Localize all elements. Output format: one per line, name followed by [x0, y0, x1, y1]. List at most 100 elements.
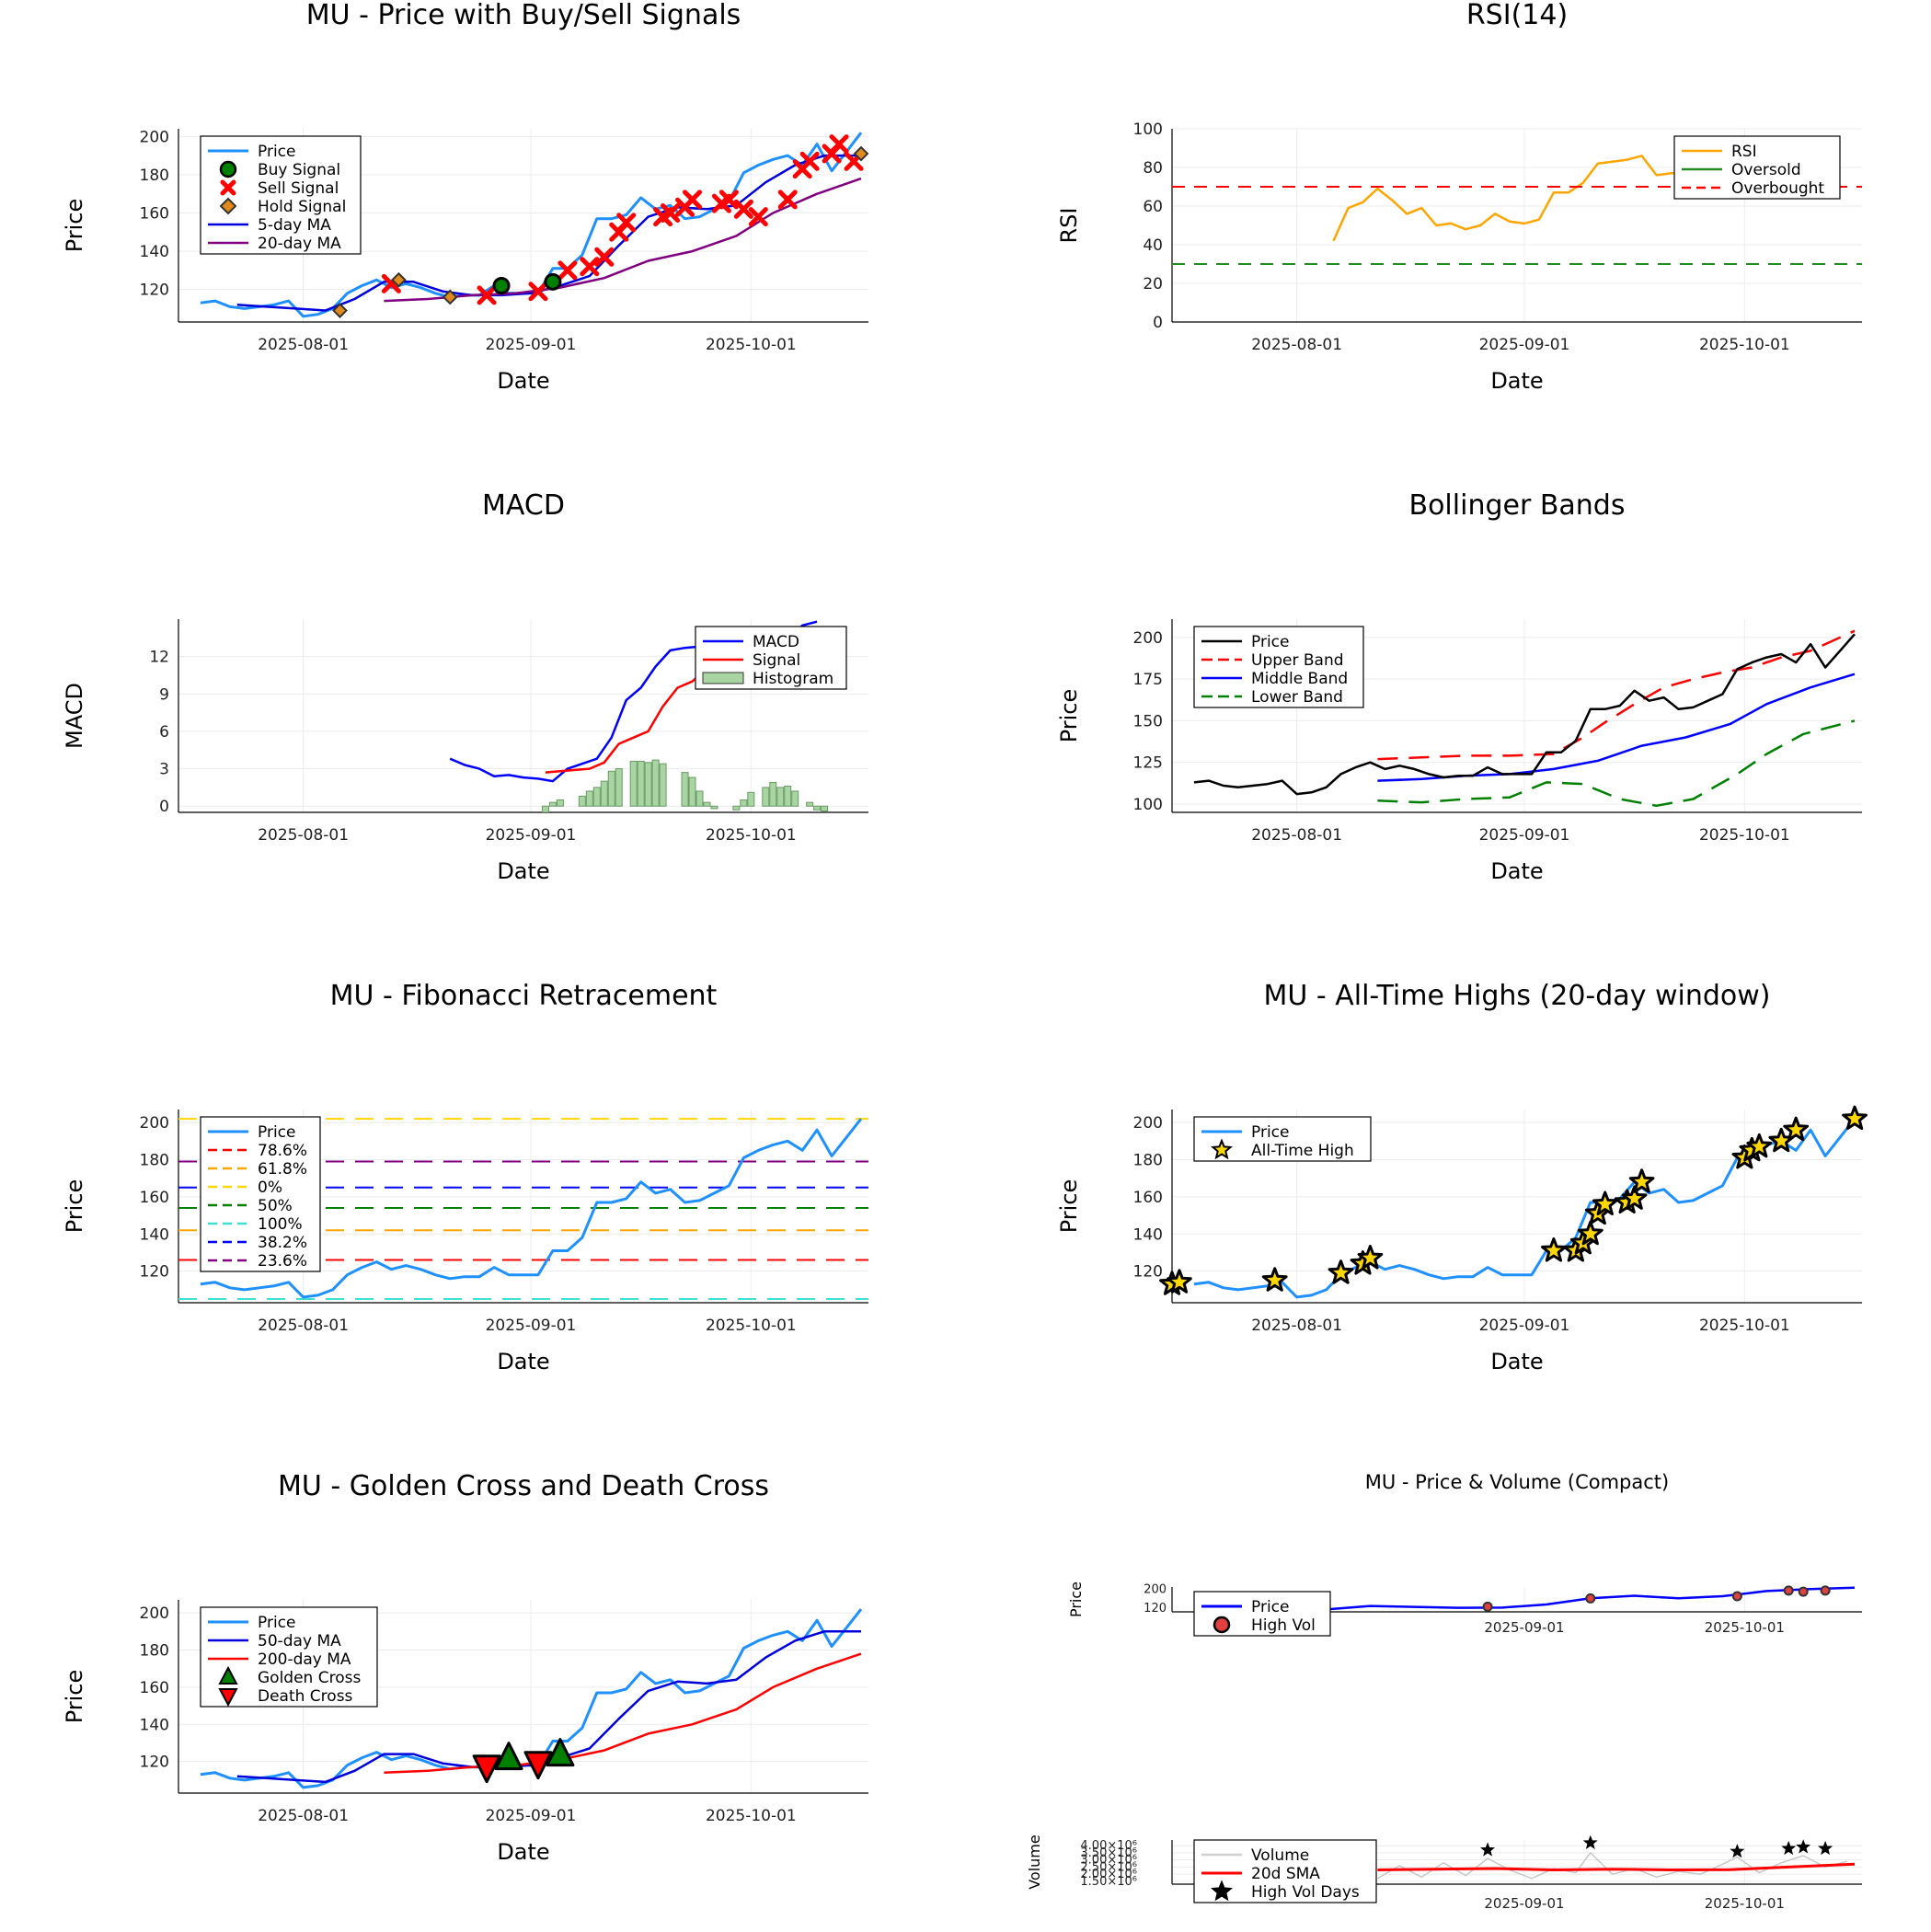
golden-cross-marker: [546, 1738, 575, 1767]
fibonacci-chart: 2025-08-01 2025-09-01 2025-10-01 120 140 160 1…: [62, 980, 868, 1374]
legend-label: Price: [1251, 1598, 1289, 1616]
high-vol-marker: [1731, 1591, 1742, 1602]
y-tick-label: 120: [140, 1263, 169, 1282]
legend-label: 61.8%: [258, 1160, 307, 1179]
hold-signal-marker: [853, 145, 869, 162]
high-vol-day-marker: [1582, 1834, 1598, 1849]
histogram-bar: [688, 776, 696, 807]
histogram-bar: [644, 762, 652, 807]
sell-signal-marker: [829, 134, 849, 155]
buy-signal-marker: [544, 272, 562, 291]
chart-title: MU - All-Time Highs (20-day window): [1263, 980, 1770, 1012]
legend-swatch-cross: [220, 179, 236, 196]
legend-label: Price: [258, 143, 295, 161]
x-tick-label: 2025-10-01: [1705, 1895, 1785, 1912]
legend-label: 38.2%: [258, 1234, 307, 1252]
y-tick-label: 180: [140, 1152, 169, 1170]
high-vol-day-marker: [1781, 1840, 1797, 1856]
y-tick-label: 200: [1144, 1582, 1167, 1596]
y-tick-label: 200: [140, 1604, 169, 1623]
y-tick-label: 3.50×10⁶: [1080, 1846, 1137, 1860]
sell-cross-stroke-b: [528, 282, 548, 302]
x-axis-label: Date: [497, 368, 549, 394]
legend-label: Middle Band: [1251, 670, 1348, 688]
legend-label: Signal: [753, 651, 800, 670]
hold-signal-marker: [332, 303, 348, 318]
chart-title: Bollinger Bands: [1409, 489, 1626, 522]
all-time-high-marker: [1592, 1190, 1618, 1215]
x-tick-label: 2025-10-01: [1705, 1619, 1785, 1636]
middle-band-line: [1377, 673, 1856, 782]
y-tick-label: 120: [1144, 1602, 1167, 1616]
sell-cross-stroke-b: [616, 213, 637, 233]
sell-signal-marker: [777, 190, 798, 210]
sell-cross-stroke-b: [594, 247, 615, 267]
all-time-high-marker: [1261, 1267, 1288, 1292]
golden-cross-marker: [494, 1742, 523, 1771]
y-tick-label: 140: [140, 1225, 169, 1244]
y-tick-label: 180: [140, 1642, 169, 1661]
legend-label: 78.6%: [258, 1142, 307, 1160]
x-axis-label: Date: [1490, 368, 1543, 394]
y-tick-label: 120: [1133, 1263, 1163, 1282]
x-tick-label: 2025-08-01: [1251, 826, 1342, 845]
legend-label: Sell Signal: [258, 179, 339, 198]
y-tick-label: 12: [149, 649, 169, 667]
legend-label: Upper Band: [1251, 651, 1344, 670]
histogram-bar: [637, 760, 645, 807]
buy-signal-marker: [492, 276, 511, 294]
legend-swatch-rect: [702, 672, 744, 684]
legend-swatch-triangle-up: [218, 1665, 238, 1685]
legend-box: [1193, 626, 1364, 708]
rsi-chart: 2025-08-01 2025-09-01 2025-10-01 0 20 40 60 80 1…: [1056, 0, 1862, 394]
high-vol-marker: [1585, 1593, 1596, 1604]
sell-cross-stroke-b: [777, 190, 798, 210]
x-axis-label: Date: [497, 1349, 549, 1374]
histogram-bar: [592, 787, 601, 807]
y-tick-label: 180: [140, 167, 169, 185]
legend-label: All-Time High: [1251, 1142, 1354, 1160]
y-tick-label: 160: [1133, 1189, 1163, 1207]
legend-label: Buy Signal: [258, 161, 340, 179]
x-tick-label: 2025-09-01: [1479, 826, 1570, 845]
histogram-bar: [607, 770, 615, 807]
x-axis-label: Date: [1490, 858, 1543, 884]
price-line: [1193, 633, 1856, 796]
y-tick-label: 140: [140, 243, 169, 261]
y-tick-label: 2.00×10⁶: [1080, 1868, 1137, 1881]
sell-signal-marker: [799, 151, 820, 171]
sell-signal-marker: [557, 260, 578, 281]
legend-label: Hold Signal: [258, 198, 346, 216]
sell-cross-stroke-b: [580, 257, 600, 277]
x-tick-label: 2025-09-01: [486, 336, 577, 354]
histogram-bar: [769, 781, 777, 807]
legend-swatch-circle: [1213, 1616, 1231, 1634]
histogram-bar: [747, 791, 755, 807]
legend-label: 23.6%: [258, 1252, 307, 1271]
y-tick-label: 1.50×10⁶: [1080, 1875, 1137, 1889]
high-vol-marker: [1482, 1601, 1493, 1612]
sell-cross-stroke-b: [220, 179, 236, 196]
histogram-bar: [651, 759, 660, 807]
legend-swatch-triangle-down: [218, 1688, 238, 1708]
death-cross-marker: [472, 1754, 501, 1784]
x-tick-label: 2025-10-01: [706, 1317, 797, 1335]
x-tick-label: 2025-09-01: [486, 1317, 577, 1335]
all-time-highs-chart: 2025-08-01 2025-09-01 2025-10-01 120 140 160 1…: [1056, 980, 1868, 1374]
histogram-bar: [629, 760, 638, 807]
legend-swatch-circle: [219, 160, 237, 178]
legend-label: High Vol Days: [1251, 1883, 1360, 1902]
histogram-bar: [615, 768, 623, 807]
legend-label: RSI: [1731, 143, 1757, 161]
histogram-bar: [578, 795, 586, 807]
legend-label: Golden Cross: [258, 1669, 361, 1687]
histogram-bar: [585, 790, 593, 807]
rsi-line: [1332, 155, 1716, 242]
histogram-bar: [548, 801, 557, 807]
y-tick-label: 120: [140, 282, 169, 300]
sma20-line: [1377, 1862, 1856, 1871]
legend-label: Histogram: [753, 670, 833, 688]
histogram-bar: [740, 799, 748, 807]
sell-cross-stroke-b: [829, 134, 849, 155]
